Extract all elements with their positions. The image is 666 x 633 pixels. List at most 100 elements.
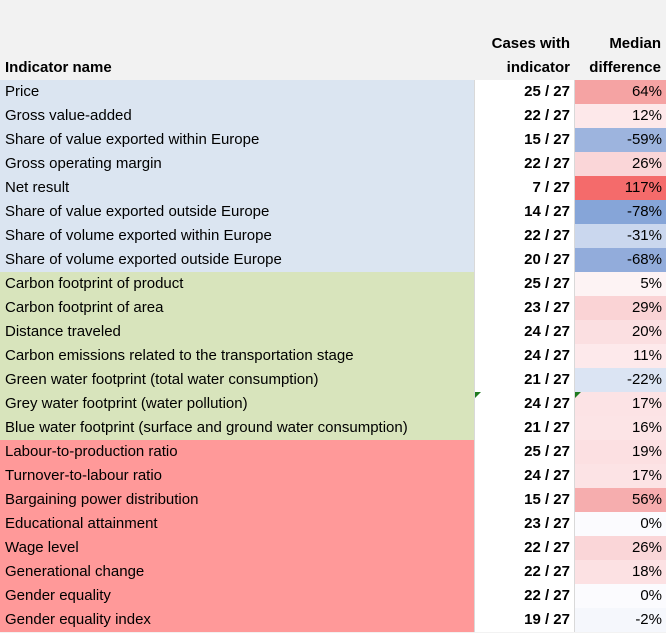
header-median-line1: Median <box>609 35 661 52</box>
indicator-name-cell[interactable]: Distance traveled <box>0 320 474 344</box>
indicator-name-cell[interactable]: Educational attainment <box>0 512 474 536</box>
indicator-name-cell[interactable]: Gender equality <box>0 584 474 608</box>
cases-cell[interactable]: 22 / 27 <box>474 104 574 128</box>
median-difference-cell[interactable]: 64% <box>574 80 666 104</box>
median-difference-cell[interactable]: 26% <box>574 536 666 560</box>
table-row: Net result 7 / 27 117% <box>0 176 666 200</box>
table-row: Share of volume exported outside Europe 2… <box>0 248 666 272</box>
table-row: Share of value exported within Europe 15 … <box>0 128 666 152</box>
table-row: Gross value-added 22 / 27 12% <box>0 104 666 128</box>
table-row: Generational change 22 / 27 18% <box>0 560 666 584</box>
indicator-name-cell[interactable]: Turnover-to-labour ratio <box>0 464 474 488</box>
indicator-name-cell[interactable]: Blue water footprint (surface and ground… <box>0 416 474 440</box>
cases-cell[interactable]: 15 / 27 <box>474 488 574 512</box>
table-row: Gender equality 22 / 27 0% <box>0 584 666 608</box>
comment-indicator-icon <box>475 392 481 398</box>
cases-cell[interactable]: 21 / 27 <box>474 368 574 392</box>
median-difference-cell[interactable]: 16% <box>574 416 666 440</box>
cases-cell[interactable]: 25 / 27 <box>474 80 574 104</box>
median-difference-cell[interactable]: 17% <box>574 464 666 488</box>
cases-cell[interactable]: 15 / 27 <box>474 128 574 152</box>
indicator-name-cell[interactable]: Gross value-added <box>0 104 474 128</box>
table-row: Price 25 / 27 64% <box>0 80 666 104</box>
median-difference-cell[interactable]: -78% <box>574 200 666 224</box>
median-difference-cell[interactable]: -31% <box>574 224 666 248</box>
indicator-name-cell[interactable]: Carbon footprint of area <box>0 296 474 320</box>
indicator-name-cell[interactable]: Share of value exported within Europe <box>0 128 474 152</box>
table-row: Gender equality index 19 / 27 -2% <box>0 608 666 632</box>
cases-cell[interactable]: 22 / 27 <box>474 224 574 248</box>
indicator-name-cell[interactable]: Wage level <box>0 536 474 560</box>
median-difference-cell[interactable]: -22% <box>574 368 666 392</box>
table-row: Labour-to-production ratio 25 / 27 19% <box>0 440 666 464</box>
median-difference-cell[interactable]: 18% <box>574 560 666 584</box>
indicator-name-cell[interactable]: Gross operating margin <box>0 152 474 176</box>
cases-cell[interactable]: 22 / 27 <box>474 536 574 560</box>
header-indicator-name[interactable]: Indicator name <box>5 59 112 76</box>
median-difference-cell[interactable]: 19% <box>574 440 666 464</box>
median-difference-cell[interactable]: 29% <box>574 296 666 320</box>
median-difference-cell[interactable]: 20% <box>574 320 666 344</box>
indicator-name-cell[interactable]: Green water footprint (total water consu… <box>0 368 474 392</box>
median-difference-cell[interactable]: -2% <box>574 608 666 632</box>
table-row: Carbon emissions related to the transpor… <box>0 344 666 368</box>
cases-cell[interactable]: 25 / 27 <box>474 440 574 464</box>
table-body: Price 25 / 27 64% Gross value-added 22 / 27 1… <box>0 80 666 632</box>
table-row: Educational attainment 23 / 27 0% <box>0 512 666 536</box>
indicator-name-cell[interactable]: Share of volume exported outside Europe <box>0 248 474 272</box>
median-difference-cell[interactable]: 12% <box>574 104 666 128</box>
cases-cell[interactable]: 23 / 27 <box>474 296 574 320</box>
cases-cell[interactable]: 7 / 27 <box>474 176 574 200</box>
cases-cell[interactable]: 20 / 27 <box>474 248 574 272</box>
median-difference-cell[interactable]: -59% <box>574 128 666 152</box>
cases-cell[interactable]: 14 / 27 <box>474 200 574 224</box>
indicator-name-cell[interactable]: Share of value exported outside Europe <box>0 200 474 224</box>
table-row: Blue water footprint (surface and ground… <box>0 416 666 440</box>
cases-cell[interactable]: 25 / 27 <box>474 272 574 296</box>
cases-cell[interactable]: 22 / 27 <box>474 152 574 176</box>
indicator-name-cell[interactable]: Bargaining power distribution <box>0 488 474 512</box>
indicator-name-cell[interactable]: Carbon emissions related to the transpor… <box>0 344 474 368</box>
header-cases[interactable]: Cases with indicator <box>474 32 570 80</box>
median-difference-cell[interactable]: 5% <box>574 272 666 296</box>
indicator-name-cell[interactable]: Net result <box>0 176 474 200</box>
table-row: Wage level 22 / 27 26% <box>0 536 666 560</box>
table-row: Turnover-to-labour ratio 24 / 27 17% <box>0 464 666 488</box>
cases-cell[interactable]: 24 / 27 <box>474 464 574 488</box>
median-difference-cell[interactable]: -68% <box>574 248 666 272</box>
cases-cell[interactable]: 24 / 27 <box>474 392 574 416</box>
header-row: Indicator name Cases with indicator Medi… <box>0 0 666 80</box>
cases-cell[interactable]: 22 / 27 <box>474 560 574 584</box>
median-difference-cell[interactable]: 117% <box>574 176 666 200</box>
median-difference-cell[interactable]: 17% <box>574 392 666 416</box>
header-median[interactable]: Median difference <box>574 32 661 80</box>
indicator-name-cell[interactable]: Gender equality index <box>0 608 474 632</box>
header-cases-line1: Cases with <box>491 35 570 52</box>
indicator-name-cell[interactable]: Price <box>0 80 474 104</box>
median-difference-cell[interactable]: 0% <box>574 512 666 536</box>
cases-cell[interactable]: 24 / 27 <box>474 320 574 344</box>
table-row: Distance traveled 24 / 27 20% <box>0 320 666 344</box>
median-difference-cell[interactable]: 56% <box>574 488 666 512</box>
table-row: Carbon footprint of product 25 / 27 5% <box>0 272 666 296</box>
indicator-name-cell[interactable]: Grey water footprint (water pollution) <box>0 392 474 416</box>
indicator-name-cell[interactable]: Carbon footprint of product <box>0 272 474 296</box>
table-row: Carbon footprint of area 23 / 27 29% <box>0 296 666 320</box>
indicator-name-cell[interactable]: Share of volume exported within Europe <box>0 224 474 248</box>
cases-cell[interactable]: 22 / 27 <box>474 584 574 608</box>
indicator-name-cell[interactable]: Labour-to-production ratio <box>0 440 474 464</box>
cases-cell[interactable]: 19 / 27 <box>474 608 574 632</box>
median-difference-cell[interactable]: 11% <box>574 344 666 368</box>
cases-cell[interactable]: 24 / 27 <box>474 344 574 368</box>
table-row: Share of volume exported within Europe 22… <box>0 224 666 248</box>
header-median-line2: difference <box>589 59 661 76</box>
table-row: Green water footprint (total water consu… <box>0 368 666 392</box>
indicator-name-cell[interactable]: Generational change <box>0 560 474 584</box>
cases-cell[interactable]: 21 / 27 <box>474 416 574 440</box>
table-row: Grey water footprint (water pollution) 24… <box>0 392 666 416</box>
median-difference-cell[interactable]: 0% <box>574 584 666 608</box>
median-difference-cell[interactable]: 26% <box>574 152 666 176</box>
cases-cell[interactable]: 23 / 27 <box>474 512 574 536</box>
header-cases-line2: indicator <box>506 59 570 76</box>
